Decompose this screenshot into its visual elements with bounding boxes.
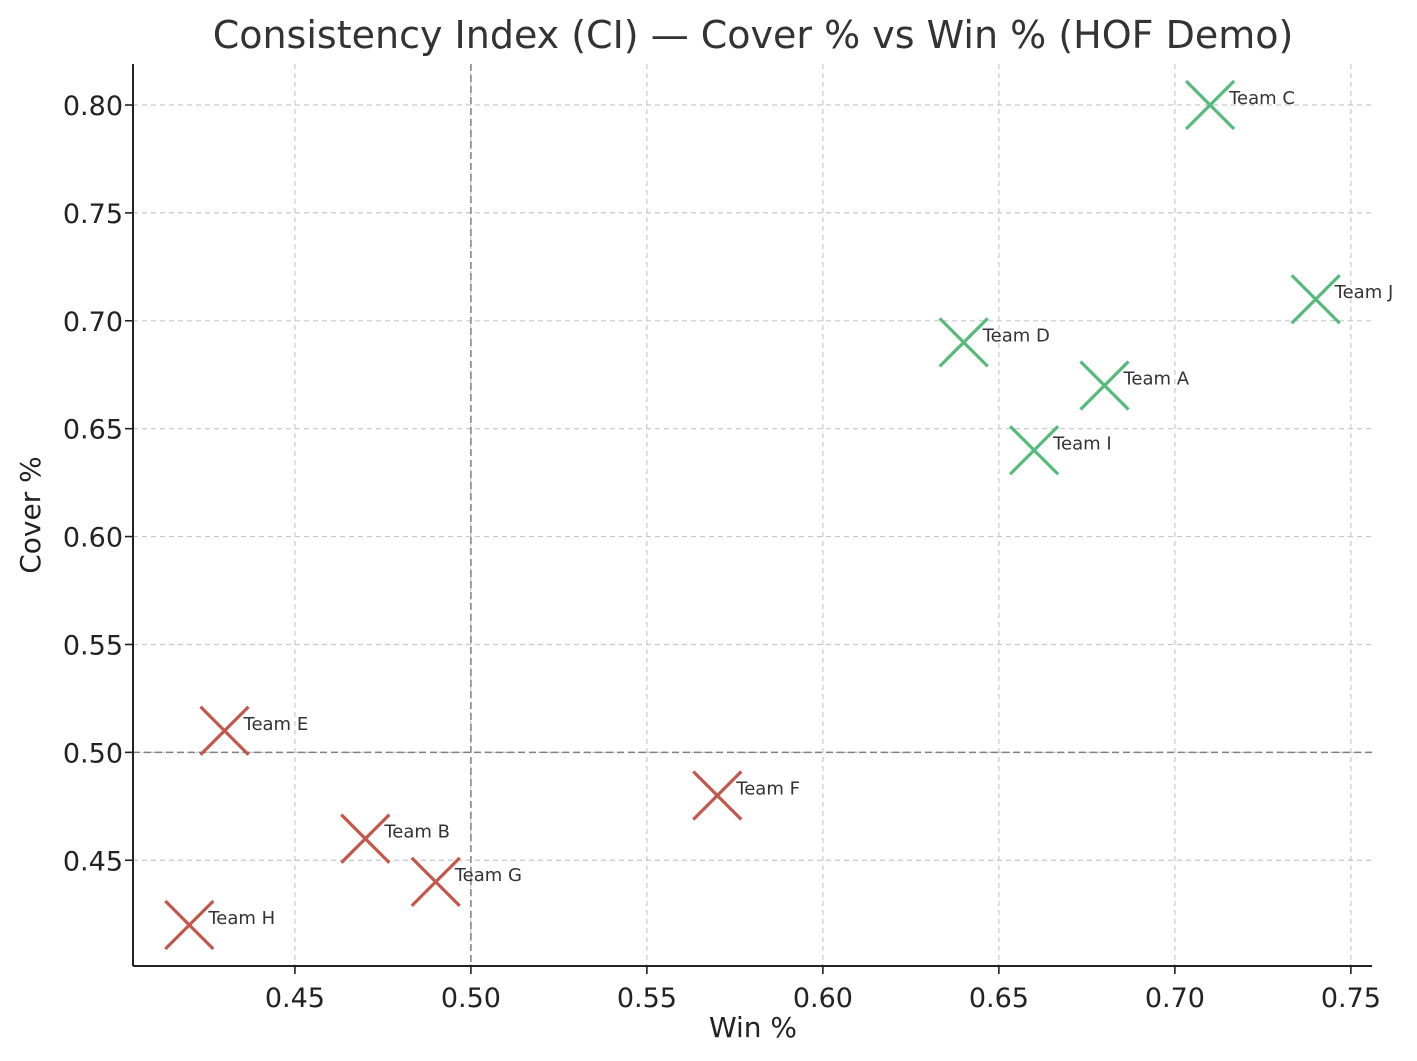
- data-point: Team G: [410, 856, 522, 907]
- chart-title: Consistency Index (CI) — Cover % vs Win …: [213, 13, 1294, 57]
- point-label: Team H: [207, 908, 275, 929]
- data-point: Team C: [1184, 79, 1295, 131]
- axes: [132, 64, 1372, 967]
- point-label: Team A: [1122, 369, 1189, 390]
- y-tick-label: 0.80: [63, 91, 123, 122]
- point-label: Team D: [982, 325, 1050, 346]
- x-marker-stroke: [1008, 425, 1060, 476]
- x-marker-stroke: [1184, 79, 1236, 131]
- y-tick-label: 0.50: [63, 738, 123, 769]
- point-label: Team F: [735, 779, 800, 800]
- data-point: Team H: [164, 899, 275, 951]
- x-tick-label: 0.45: [265, 983, 325, 1014]
- x-marker-stroke: [199, 705, 250, 756]
- x-marker-stroke: [1079, 360, 1130, 411]
- x-marker-stroke: [164, 899, 215, 951]
- point-label: Team C: [1228, 88, 1295, 109]
- x-tick-label: 0.50: [441, 983, 501, 1014]
- y-tick-label: 0.70: [63, 307, 123, 338]
- y-tick-label: 0.75: [63, 199, 123, 230]
- x-axis-label: Win %: [709, 1011, 797, 1044]
- data-point: Team B: [340, 813, 450, 864]
- data-point: Team I: [1008, 425, 1112, 476]
- x-marker-stroke: [938, 317, 989, 368]
- grid-lines: [133, 64, 1372, 966]
- y-tick-label: 0.60: [63, 523, 123, 554]
- point-label: Team G: [454, 865, 522, 886]
- point-label: Team B: [383, 822, 450, 843]
- reference-lines: [133, 64, 1372, 966]
- x-tick-label: 0.55: [617, 983, 677, 1014]
- y-tick-label: 0.45: [63, 846, 123, 877]
- point-label: Team J: [1334, 282, 1394, 303]
- data-point: Team D: [938, 317, 1050, 368]
- y-axis-label: Cover %: [14, 456, 47, 574]
- data-point: Team E: [199, 705, 309, 756]
- y-tick-label: 0.55: [63, 630, 123, 661]
- data-point: Team F: [692, 770, 800, 821]
- x-tick-label: 0.75: [1321, 983, 1381, 1014]
- y-tick-label: 0.65: [63, 415, 123, 446]
- data-point: Team A: [1079, 360, 1190, 411]
- x-tick-label: 0.70: [1145, 983, 1205, 1014]
- x-marker-stroke: [1290, 274, 1341, 325]
- x-marker-stroke: [410, 856, 461, 907]
- point-label: Team E: [243, 714, 309, 735]
- x-marker-stroke: [692, 770, 743, 821]
- ticks: 0.45 0.50 0.55 0.60 0.65 0.70 0.75 0.45 0.50 0.55…: [63, 91, 1381, 1014]
- data-points: Team A Team B Team C Team D Team E Team F Team…: [164, 79, 1394, 951]
- x-tick-label: 0.60: [793, 983, 853, 1014]
- x-marker-stroke: [340, 813, 391, 864]
- point-label: Team I: [1052, 433, 1112, 454]
- x-tick-label: 0.65: [969, 983, 1029, 1014]
- data-point: Team J: [1290, 274, 1394, 325]
